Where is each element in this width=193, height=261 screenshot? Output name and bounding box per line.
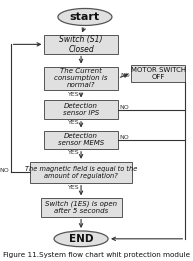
Text: YES: YES [68,150,79,156]
Text: NO: NO [0,168,9,174]
Text: YES: YES [68,92,79,97]
Text: NO: NO [121,73,130,78]
FancyBboxPatch shape [44,35,118,54]
Text: Switch (S1)
Closed: Switch (S1) Closed [59,35,103,54]
Text: NO: NO [120,105,130,110]
Text: MOTOR SWITCH
OFF: MOTOR SWITCH OFF [131,67,186,80]
Text: YES: YES [68,120,79,126]
Text: Detection
sensor IPS: Detection sensor IPS [63,103,99,116]
Text: NO: NO [120,135,130,140]
FancyBboxPatch shape [44,130,118,149]
FancyBboxPatch shape [131,65,185,81]
Ellipse shape [58,8,112,25]
Text: END: END [69,234,93,244]
Text: Switch (1ES) is open
after 5 seconds: Switch (1ES) is open after 5 seconds [45,201,117,214]
FancyBboxPatch shape [41,198,122,217]
Text: start: start [70,12,100,22]
Text: The magnetic field is equal to the
amount of regulation?: The magnetic field is equal to the amoun… [25,166,137,179]
Ellipse shape [54,231,108,247]
FancyBboxPatch shape [44,100,118,119]
FancyBboxPatch shape [30,162,132,183]
Text: YES: YES [68,185,79,190]
Text: Figure 11.System flow chart whit protection module: Figure 11.System flow chart whit protect… [3,252,190,258]
Text: The Current
consumption is
normal?: The Current consumption is normal? [54,68,108,88]
Text: Detection
sensor MEMS: Detection sensor MEMS [58,133,104,146]
FancyBboxPatch shape [44,67,118,90]
